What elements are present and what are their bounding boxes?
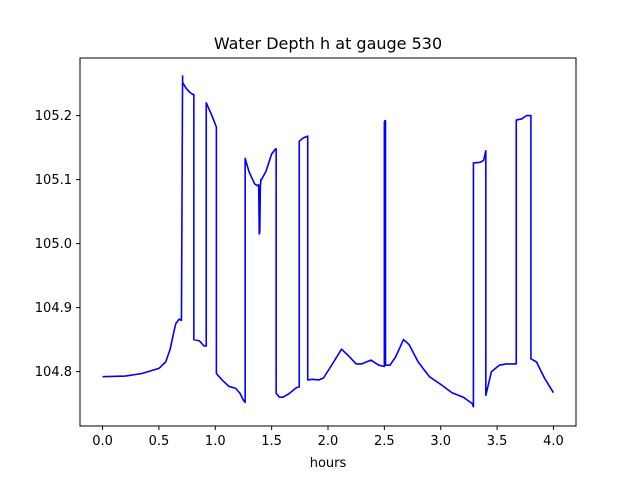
x-tick-label: 3.5 [487, 434, 508, 449]
x-axis-label: hours [310, 456, 347, 471]
plot-area [102, 75, 555, 408]
y-tick-label: 105.1 [35, 173, 72, 188]
y-tick-label: 104.9 [35, 301, 72, 316]
series-line-0 [102, 75, 555, 408]
chart-title: Water Depth h at gauge 530 [214, 34, 442, 53]
x-tick-label: 0.5 [149, 434, 170, 449]
x-tick-label: 2.0 [318, 434, 339, 449]
x-tick-label: 1.0 [205, 434, 226, 449]
x-tick-label: 4.0 [543, 434, 564, 449]
x-axis-ticks: 0.0 0.5 1.0 1.5 2.0 2.5 3.0 3.5 4.0 [92, 426, 564, 449]
axes-frame [79, 57, 577, 427]
x-tick-label: 2.5 [374, 434, 395, 449]
x-tick-label: 1.5 [261, 434, 282, 449]
y-axis-ticks: 104.8 104.9 105.0 105.1 105.2 [35, 109, 80, 380]
y-tick-label: 105.2 [35, 109, 72, 124]
x-tick-label: 0.0 [92, 434, 113, 449]
x-tick-label: 3.0 [430, 434, 451, 449]
y-tick-label: 105.0 [35, 237, 72, 252]
y-tick-label: 104.8 [35, 365, 72, 380]
